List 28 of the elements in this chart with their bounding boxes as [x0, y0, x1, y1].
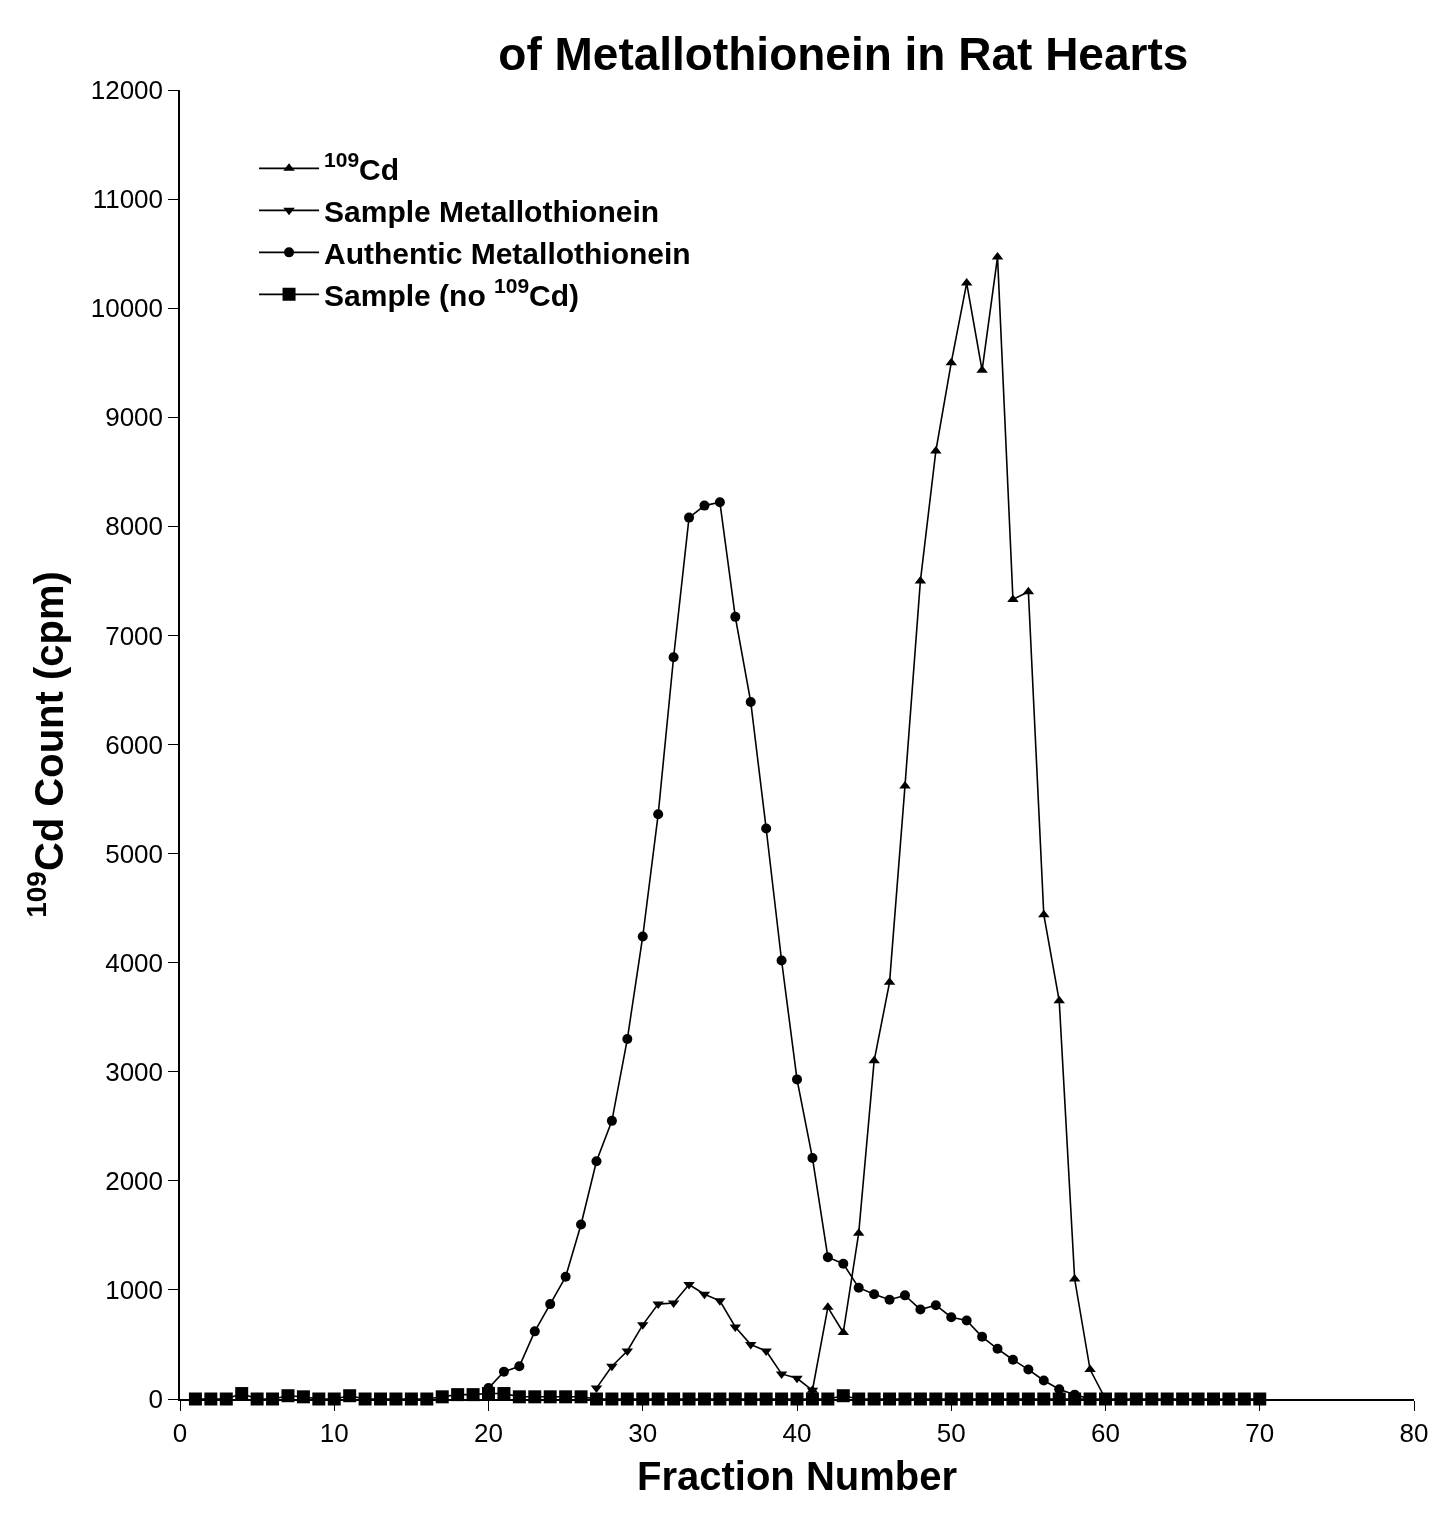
x-tick-label: 40	[782, 1417, 812, 1448]
y-tick-label: 7000	[105, 620, 164, 651]
y-tick-label: 5000	[105, 838, 164, 869]
x-axis-title: Fraction Number	[636, 1453, 958, 1498]
x-tick-label: 70	[1245, 1417, 1275, 1448]
x-tick-label: 10	[319, 1417, 349, 1448]
y-tick-label: 6000	[105, 729, 164, 760]
y-tick-label: 8000	[105, 511, 164, 542]
x-tick-label: 30	[628, 1417, 658, 1448]
y-tick-label: 4000	[105, 947, 164, 978]
legend-label: $^{109}$Cd	[324, 148, 400, 187]
x-tick-label: 80	[1399, 1417, 1429, 1448]
legend-label: Sample Metallothionein	[324, 195, 660, 229]
legend-label: Sample (no $^{109}$Cd)	[324, 274, 580, 313]
x-tick-label: 50	[936, 1417, 966, 1448]
x-tick-label: 20	[474, 1417, 503, 1448]
x-tick-label: 0	[172, 1417, 188, 1448]
y-tick-label: 10000	[90, 293, 164, 324]
y-tick-label: 11000	[92, 184, 164, 215]
legend-label: Authentic Metallothionein	[324, 237, 691, 271]
chart-title: of Metallothionein in Rat Hearts	[498, 28, 1189, 81]
y-tick-label: 9000	[105, 402, 164, 433]
y-tick-label: 12000	[90, 75, 164, 106]
y-tick-label: 1000	[105, 1275, 164, 1306]
y-tick-label: 0	[148, 1384, 164, 1415]
y-tick-label: 2000	[105, 1165, 164, 1196]
x-tick-label: 60	[1091, 1417, 1120, 1448]
y-tick-label: 3000	[105, 1056, 164, 1087]
